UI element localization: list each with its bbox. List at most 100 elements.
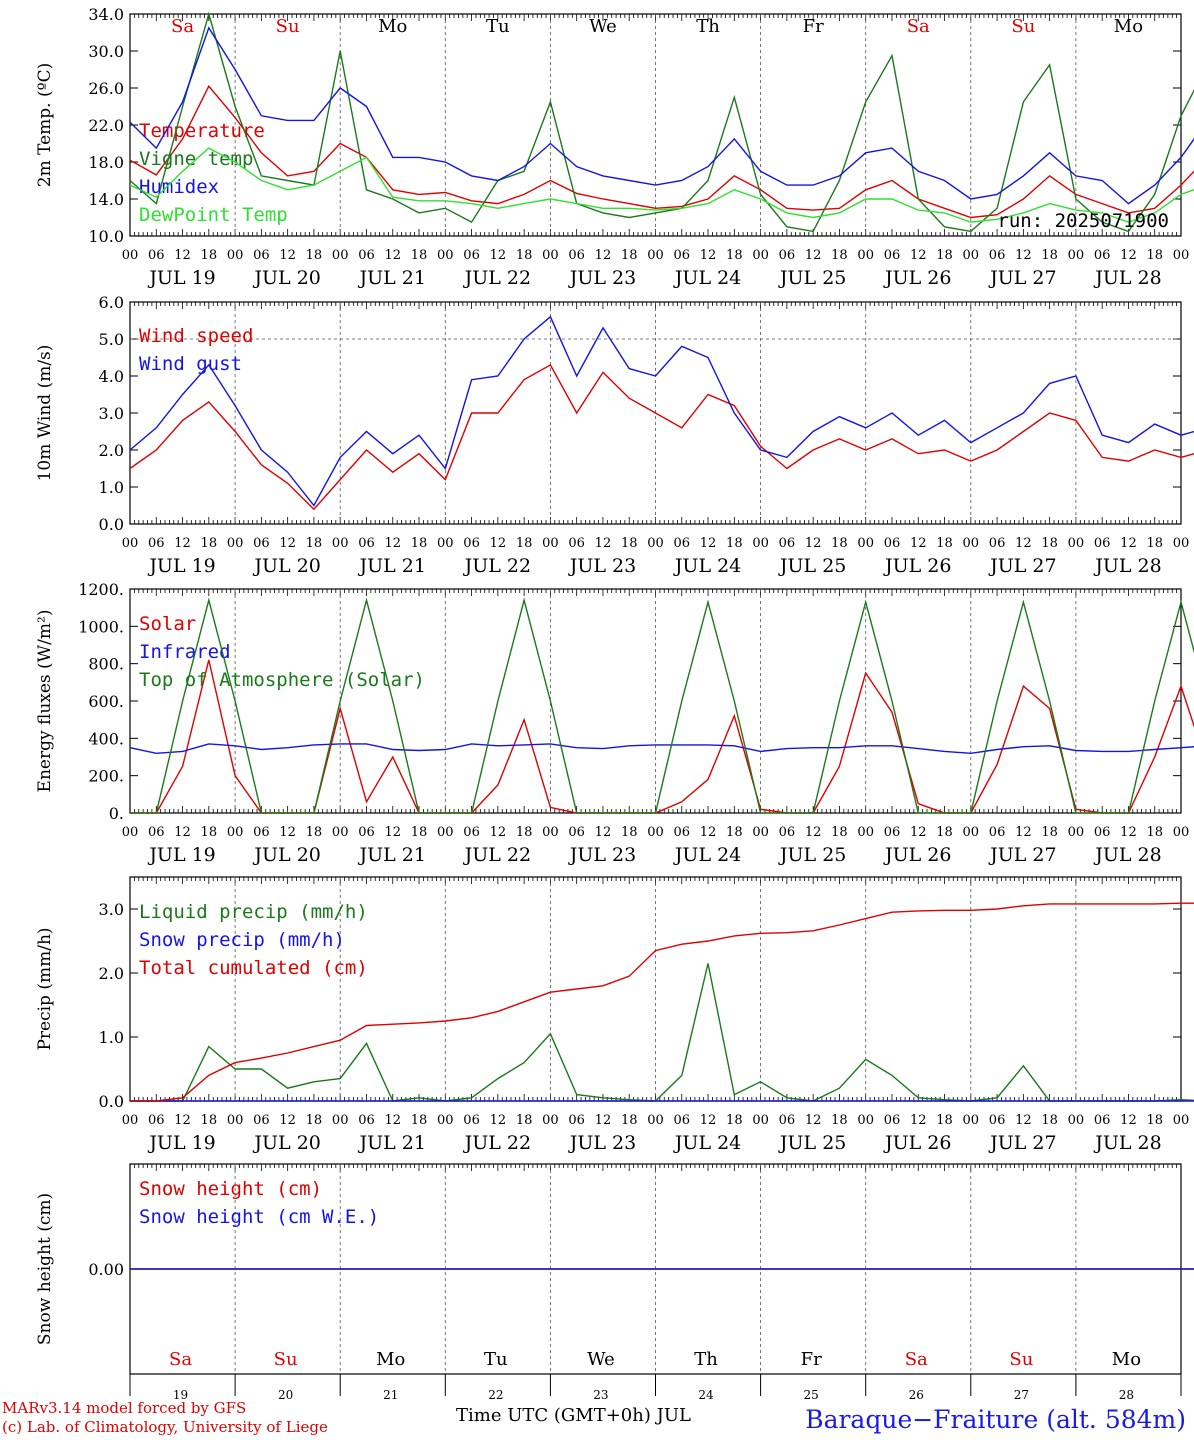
wind-hour-label: 00 bbox=[752, 536, 769, 551]
temperature-hour-label: 00 bbox=[963, 248, 980, 263]
precip-date-label: JUL 20 bbox=[252, 1132, 320, 1154]
wind-hour-label: 06 bbox=[568, 536, 585, 551]
energy-hour-label: 12 bbox=[490, 825, 507, 840]
precip-date-label: JUL 19 bbox=[147, 1132, 215, 1154]
precip-hour-label: 00 bbox=[1068, 1113, 1085, 1128]
precip-hour-label: 06 bbox=[463, 1113, 480, 1128]
energy-hour-label: 00 bbox=[963, 825, 980, 840]
temperature-hour-label: 12 bbox=[700, 248, 717, 263]
wind-hour-label: 06 bbox=[884, 536, 901, 551]
wind-legend-item: Wind speed bbox=[139, 325, 253, 347]
energy-hour-label: 18 bbox=[1146, 825, 1163, 840]
energy-hour-label: 18 bbox=[621, 825, 638, 840]
wind-date-label: JUL 22 bbox=[463, 555, 531, 577]
temperature-ylabel: 2m Temp. (ºC) bbox=[35, 63, 55, 188]
wind-hour-label: 00 bbox=[122, 536, 139, 551]
energy-hour-label: 00 bbox=[752, 825, 769, 840]
wind-hour-label: 12 bbox=[910, 536, 927, 551]
precip-date-label: JUL 27 bbox=[988, 1132, 1056, 1154]
precip-date-label: JUL 22 bbox=[463, 1132, 531, 1154]
energy-hour-label: 12 bbox=[279, 825, 296, 840]
temperature-ytick-label: 30.0 bbox=[88, 42, 124, 61]
energy-frame bbox=[129, 588, 1182, 814]
energy-hour-label: 00 bbox=[542, 825, 559, 840]
precip-hour-label: 12 bbox=[279, 1113, 296, 1128]
energy-date-label: JUL 26 bbox=[883, 844, 951, 866]
precip-hour-label: 06 bbox=[148, 1113, 165, 1128]
energy-hour-label: 18 bbox=[201, 825, 218, 840]
energy-hour-label: 18 bbox=[411, 825, 428, 840]
temperature-run-label: run: 2025071900 bbox=[997, 210, 1169, 232]
temperature-hour-label: 18 bbox=[1041, 248, 1058, 263]
snow-day-name: We bbox=[587, 1349, 615, 1370]
energy-ytick-label: 0. bbox=[109, 804, 124, 823]
wind-ytick-label: 0.0 bbox=[99, 515, 124, 534]
precip-hour-label: 00 bbox=[1173, 1113, 1190, 1128]
temperature-day-name: Su bbox=[1011, 16, 1035, 37]
energy-hour-label: 06 bbox=[463, 825, 480, 840]
energy-hour-label: 12 bbox=[1015, 825, 1032, 840]
snow-day-name: Sa bbox=[905, 1349, 928, 1370]
wind-ytick-label: 6.0 bbox=[99, 293, 124, 312]
precip-hour-label: 12 bbox=[1015, 1113, 1032, 1128]
wind-hour-label: 12 bbox=[490, 536, 507, 551]
wind-date-label: JUL 25 bbox=[778, 555, 846, 577]
precip-hour-label: 06 bbox=[358, 1113, 375, 1128]
temperature-hour-label: 12 bbox=[910, 248, 927, 263]
temperature-series-dewpoint-temp bbox=[129, 147, 1194, 223]
precip-date-label: JUL 28 bbox=[1093, 1132, 1161, 1154]
energy-legend-item: Infrared bbox=[139, 641, 231, 663]
precip-hour-label: 00 bbox=[437, 1113, 454, 1128]
snow-day-number: 22 bbox=[488, 1388, 503, 1402]
energy-ytick-label: 1000. bbox=[78, 617, 124, 636]
temperature-hour-label: 06 bbox=[674, 248, 691, 263]
temperature-date-label: JUL 24 bbox=[673, 267, 741, 289]
temperature-hour-label: 00 bbox=[1173, 248, 1190, 263]
wind-ytick-label: 1.0 bbox=[99, 478, 124, 497]
temperature-hour-label: 18 bbox=[831, 248, 848, 263]
precip-hour-label: 06 bbox=[1094, 1113, 1111, 1128]
temperature-day-name: Tu bbox=[486, 16, 510, 37]
wind-hour-label: 06 bbox=[1094, 536, 1111, 551]
temperature-date-label: JUL 26 bbox=[883, 267, 951, 289]
precip-hour-label: 12 bbox=[910, 1113, 927, 1128]
precip-ylabel: Precip (mm/h) bbox=[35, 927, 55, 1050]
energy-date-label: JUL 19 bbox=[147, 844, 215, 866]
snow-day-number: 26 bbox=[909, 1388, 924, 1402]
precip-hour-label: 00 bbox=[647, 1113, 664, 1128]
snow-day-name: Tu bbox=[484, 1349, 508, 1370]
model-credit: MARv3.14 model forced by GFS (c) Lab. of… bbox=[2, 1399, 328, 1437]
energy-hour-label: 06 bbox=[674, 825, 691, 840]
temperature-hour-label: 12 bbox=[1120, 248, 1137, 263]
energy-hour-label: 12 bbox=[384, 825, 401, 840]
wind-date-label: JUL 26 bbox=[883, 555, 951, 577]
wind-hour-label: 00 bbox=[227, 536, 244, 551]
energy-hour-label: 06 bbox=[148, 825, 165, 840]
temperature-date-label: JUL 19 bbox=[147, 267, 215, 289]
energy-hour-label: 00 bbox=[1068, 825, 1085, 840]
precip-hour-label: 18 bbox=[516, 1113, 533, 1128]
temperature-ytick-label: 22.0 bbox=[88, 116, 124, 135]
precip-hour-label: 00 bbox=[332, 1113, 349, 1128]
precip-hour-label: 18 bbox=[1146, 1113, 1163, 1128]
wind-hour-label: 12 bbox=[1015, 536, 1032, 551]
temperature-date-label: JUL 20 bbox=[252, 267, 320, 289]
energy-hour-label: 18 bbox=[516, 825, 533, 840]
wind-ytick-label: 4.0 bbox=[99, 367, 124, 386]
wind-hour-label: 18 bbox=[1041, 536, 1058, 551]
wind-date-label: JUL 24 bbox=[673, 555, 741, 577]
precip-hour-label: 00 bbox=[752, 1113, 769, 1128]
temperature-hour-label: 12 bbox=[490, 248, 507, 263]
precip-legend-item: Snow precip (mm/h) bbox=[139, 929, 345, 951]
temperature-hour-label: 18 bbox=[1146, 248, 1163, 263]
precip-hour-label: 18 bbox=[306, 1113, 323, 1128]
energy-hour-label: 12 bbox=[595, 825, 612, 840]
precip-hour-label: 06 bbox=[989, 1113, 1006, 1128]
wind-hour-label: 18 bbox=[306, 536, 323, 551]
energy-date-label: JUL 28 bbox=[1093, 844, 1161, 866]
wind-hour-label: 18 bbox=[1146, 536, 1163, 551]
energy-ytick-label: 800. bbox=[88, 655, 124, 674]
energy-hour-label: 00 bbox=[1173, 825, 1190, 840]
temperature-day-name: Th bbox=[696, 16, 720, 37]
precip-hour-label: 00 bbox=[122, 1113, 139, 1128]
